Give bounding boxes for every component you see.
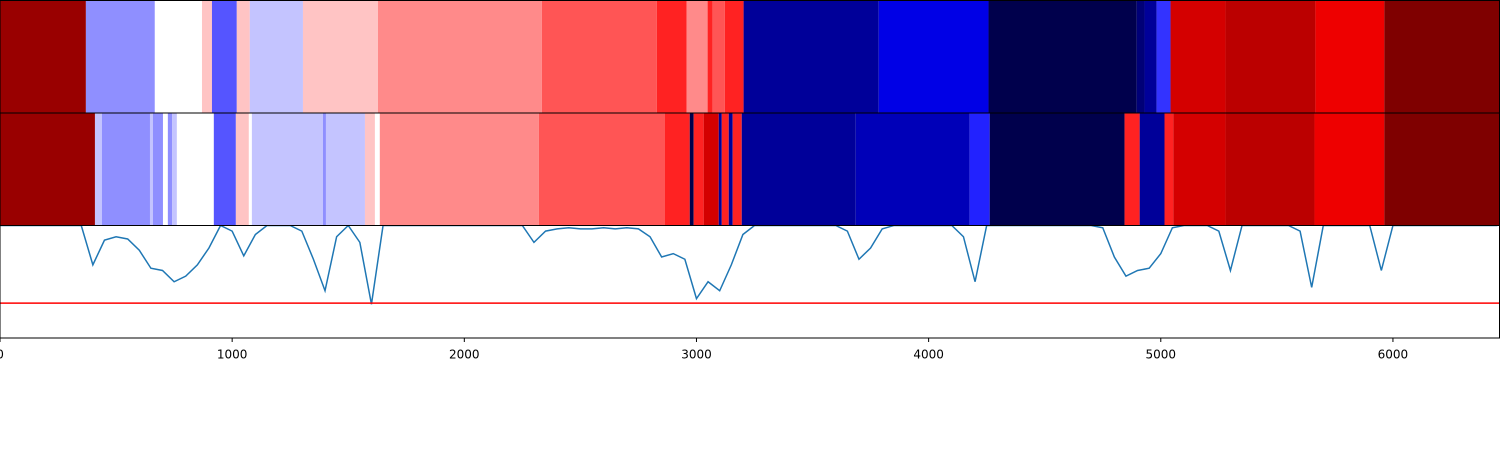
x-tick-label: 5000 [1146, 348, 1177, 362]
segment [101, 113, 150, 226]
segment [741, 113, 856, 226]
segment [377, 0, 542, 113]
x-tick-label: 0 [0, 348, 4, 362]
segment [201, 0, 212, 113]
segment [251, 113, 323, 226]
segment [728, 113, 733, 226]
segment [235, 113, 249, 226]
x-tick-label: 6000 [1378, 348, 1409, 362]
segment [732, 113, 742, 226]
segment [162, 113, 168, 226]
segment [1225, 113, 1315, 226]
segment [988, 0, 1137, 113]
segment [989, 113, 1125, 226]
plot-area [0, 225, 1498, 305]
segment [686, 0, 708, 113]
segment [236, 0, 250, 113]
segment [1156, 0, 1171, 113]
segment [211, 0, 237, 113]
segment [855, 113, 970, 226]
segment [149, 113, 153, 226]
segment [176, 113, 214, 226]
segment [1315, 0, 1385, 113]
segment [154, 0, 202, 113]
segment [721, 113, 729, 226]
segment [712, 0, 725, 113]
segment [364, 113, 375, 226]
segment [1164, 113, 1174, 226]
segment [167, 113, 173, 226]
segment [693, 113, 704, 226]
segment [1225, 0, 1316, 113]
segment [172, 113, 177, 226]
segment [1139, 113, 1165, 226]
segment [0, 113, 95, 226]
segment [1384, 0, 1500, 113]
segment [325, 113, 365, 226]
segment [969, 113, 990, 226]
segment [94, 113, 102, 226]
x-tick-label: 2000 [449, 348, 480, 362]
panel-frame [0, 225, 1500, 339]
segment [1136, 0, 1145, 113]
segment [724, 0, 744, 113]
series-line [0, 225, 1498, 305]
segment [718, 113, 722, 226]
segment [302, 0, 378, 113]
segment [707, 0, 713, 113]
segment [1144, 0, 1157, 113]
segment [322, 113, 326, 226]
segment [538, 113, 665, 226]
segment [743, 0, 879, 113]
segment [1124, 113, 1140, 226]
segment [374, 113, 380, 226]
segment [1314, 113, 1385, 226]
segment [689, 113, 694, 226]
segment [85, 0, 155, 113]
segment [152, 113, 163, 226]
segment [1173, 113, 1226, 226]
x-tick-label: 3000 [681, 348, 712, 362]
segment [878, 0, 989, 113]
x-tick-label: 1000 [217, 348, 248, 362]
segment [0, 0, 86, 113]
segment [213, 113, 236, 226]
segment [248, 113, 252, 226]
segment [541, 0, 657, 113]
segment [703, 113, 719, 226]
segment [1384, 113, 1500, 226]
segment [249, 0, 303, 113]
segment [656, 0, 687, 113]
segment [1170, 0, 1226, 113]
x-tick-label: 4000 [913, 348, 944, 362]
segment [664, 113, 690, 226]
segment [379, 113, 539, 226]
